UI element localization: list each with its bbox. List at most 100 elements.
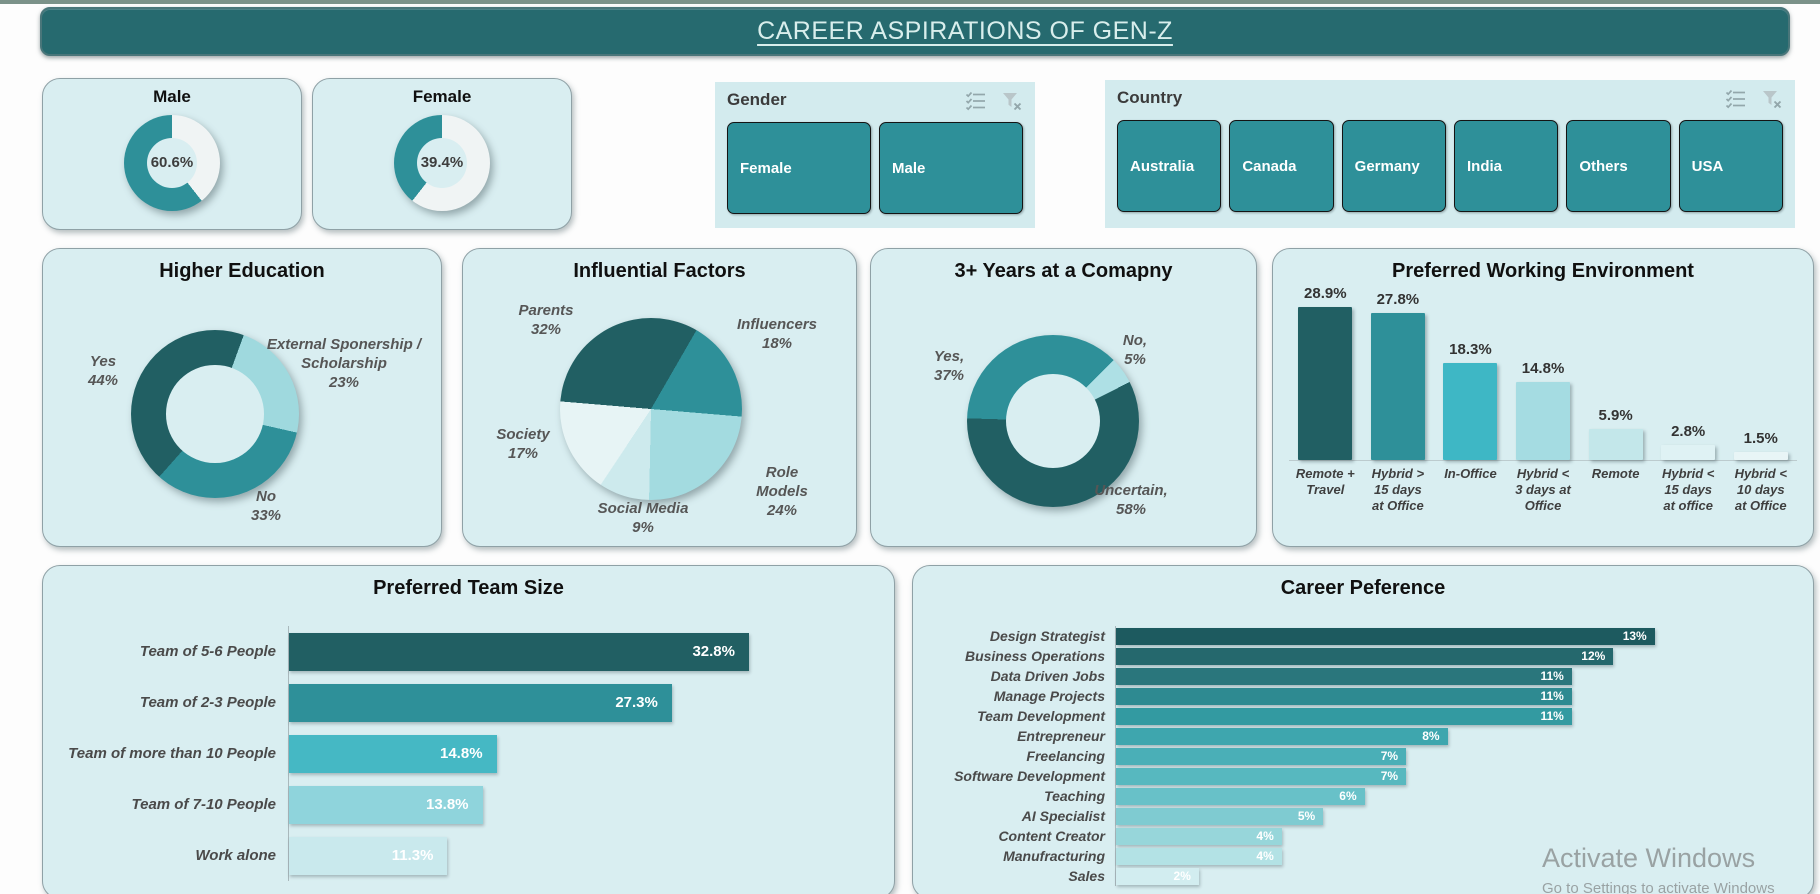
chart-title: Male bbox=[153, 87, 191, 106]
country-option-canada[interactable]: Canada bbox=[1229, 120, 1334, 212]
bar-Hybrid < 3 days at Office[interactable] bbox=[1516, 381, 1571, 460]
team-size-bar-chart: Team of 5-6 People 32.8% Team of 2-3 Peopl… bbox=[43, 566, 894, 894]
bar-Team Development[interactable]: 11% bbox=[1116, 707, 1572, 725]
bar-Data Driven Jobs[interactable]: 11% bbox=[1116, 667, 1572, 685]
influential-factors-card: Influential Factors Parents 32% Influencer… bbox=[462, 248, 857, 547]
career-preference-card: Career Peference Design Strategist 13% Bus… bbox=[912, 565, 1814, 894]
bar-Design Strategist[interactable]: 13% bbox=[1116, 627, 1655, 645]
bar-Sales[interactable]: 2% bbox=[1116, 867, 1199, 885]
preferred-working-environment-value-label-2: 18.3% bbox=[1449, 341, 1492, 359]
bar-Freelancing[interactable]: 7% bbox=[1116, 747, 1407, 765]
country-option-germany[interactable]: Germany bbox=[1341, 120, 1446, 212]
bar-Team of 2-3 People[interactable]: 27.3% bbox=[289, 683, 672, 722]
bar-Remote + Travel[interactable] bbox=[1298, 307, 1353, 460]
male-gauge-ring[interactable]: 60.6% bbox=[124, 115, 220, 211]
career-preference-value-label-5: 8% bbox=[1422, 729, 1440, 743]
preferred-team-size-plot: Team of 5-6 People 32.8% Team of 2-3 Peopl… bbox=[63, 626, 864, 881]
career-preference-row-0: Design Strategist 13% bbox=[933, 626, 1773, 646]
bar-Hybrid < 10 days at Office[interactable] bbox=[1733, 452, 1788, 460]
career-preference-track-9: 5% bbox=[1115, 806, 1773, 826]
working-environment-card: Preferred Working Environment 28.9% 27.8%… bbox=[1272, 248, 1814, 547]
bar-Hybrid > 15 days at Office[interactable] bbox=[1370, 312, 1425, 460]
male-gauge-card: Male 60.6% bbox=[42, 78, 302, 230]
female-gauge-ring[interactable]: 39.4% bbox=[394, 115, 490, 211]
country-option-australia[interactable]: Australia bbox=[1117, 120, 1222, 212]
gender-option-male[interactable]: Male bbox=[879, 122, 1023, 214]
preferred-working-environment-column-cell-3: 14.8% bbox=[1507, 307, 1580, 460]
career-preference-category-4: Team Development bbox=[977, 708, 1105, 724]
career-preference-category-0: Design Strategist bbox=[989, 628, 1105, 644]
preferred-team-size-value-label-1: 27.3% bbox=[615, 694, 658, 711]
bar-AI Specialist[interactable]: 5% bbox=[1116, 807, 1324, 825]
bar-Software Development[interactable]: 7% bbox=[1116, 767, 1407, 785]
career-preference-category-5: Entrepreneur bbox=[1017, 728, 1105, 744]
career-preference-value-label-9: 5% bbox=[1297, 809, 1316, 823]
career-preference-track-10: 4% bbox=[1115, 826, 1773, 846]
preferred-working-environment-category-1: Hybrid >15 days at Office bbox=[1371, 466, 1425, 513]
higher-education-label-0: Yes 44% bbox=[87, 353, 119, 389]
career-preference-category-6: Freelancing bbox=[1026, 748, 1105, 764]
bar-Entrepreneur[interactable]: 8% bbox=[1116, 727, 1448, 745]
preferred-team-size-value-label-0: 32.8% bbox=[692, 643, 735, 660]
three-years-at-company-label-0: Yes, 37% bbox=[933, 348, 965, 384]
higher-education-card: Higher Education Yes 44% External Sponersh… bbox=[42, 248, 442, 547]
preferred-team-size-value-label-4: 11.3% bbox=[391, 847, 434, 864]
preferred-team-size-category-4: Work alone bbox=[195, 847, 276, 864]
preferred-working-environment-column-cell-5: 2.8% bbox=[1652, 307, 1725, 460]
three-years-at-company-ring[interactable] bbox=[967, 335, 1139, 507]
bar-Business Operations[interactable]: 12% bbox=[1116, 647, 1614, 665]
multi-select-icon[interactable] bbox=[1725, 88, 1747, 110]
preferred-working-environment-category-6: Hybrid <10 days at Office bbox=[1734, 466, 1787, 513]
male-donut-chart: 60.6% bbox=[43, 79, 301, 229]
career-preference-value-label-1: 12% bbox=[1581, 649, 1606, 663]
career-preference-track-2: 11% bbox=[1115, 666, 1773, 686]
higher-education-hole bbox=[166, 365, 264, 463]
influential-factors-label-0: Parents 32% bbox=[518, 302, 574, 338]
three-years-donut-chart: Yes, 37% No, 5% Uncertain, 58% bbox=[871, 249, 1256, 546]
bar-Hybrid < 15 days at office[interactable] bbox=[1661, 445, 1716, 460]
career-preference-value-label-4: 11% bbox=[1540, 709, 1564, 723]
clear-filter-icon[interactable] bbox=[1761, 88, 1783, 110]
influential-factors-ring[interactable] bbox=[560, 318, 742, 500]
career-preference-track-6: 7% bbox=[1115, 746, 1773, 766]
career-preference-row-3: Manage Projects 11% bbox=[933, 686, 1773, 706]
bar-Team of 5-6 People[interactable]: 32.8% bbox=[289, 632, 749, 671]
three-years-at-company-hole bbox=[1005, 373, 1101, 469]
influential-factors-pie-chart: Parents 32% Influencers 18% Society 17% Social… bbox=[463, 249, 856, 546]
career-preference-value-label-10: 4% bbox=[1256, 829, 1274, 843]
bar-Team of 7-10 People[interactable]: 13.8% bbox=[289, 785, 483, 824]
male-gauge-hole: 60.6% bbox=[146, 137, 198, 189]
career-preference-track-0: 13% bbox=[1115, 626, 1773, 646]
preferred-working-environment-plot: 28.9% 27.8% 18.3% 14.8% 5.9% 2.8% 1.5% bbox=[1289, 285, 1797, 460]
chart-title: Preferred Team Size bbox=[373, 577, 564, 599]
gender-option-female[interactable]: Female bbox=[727, 122, 871, 214]
preferred-working-environment-value-label-4: 5.9% bbox=[1598, 406, 1633, 424]
clear-filter-icon[interactable] bbox=[1001, 90, 1023, 112]
country-option-usa[interactable]: USA bbox=[1678, 120, 1783, 212]
bar-Manage Projects[interactable]: 11% bbox=[1116, 687, 1572, 705]
bar-Content Creator[interactable]: 4% bbox=[1116, 827, 1282, 845]
preferred-team-size-track-1: 27.3% bbox=[288, 677, 864, 728]
bar-Manufracturing[interactable]: 4% bbox=[1116, 847, 1282, 865]
bar-Work alone[interactable]: 11.3% bbox=[289, 836, 448, 875]
preferred-team-size-row-1: Team of 2-3 People 27.3% bbox=[63, 677, 864, 728]
preferred-working-environment-column-cell-4: 5.9% bbox=[1579, 307, 1652, 460]
preferred-team-size-category-3: Team of 7-10 People bbox=[131, 796, 277, 813]
country-option-others[interactable]: Others bbox=[1566, 120, 1671, 212]
higher-education-ring[interactable] bbox=[131, 330, 299, 498]
chart-title: Career Peference bbox=[1280, 577, 1446, 599]
career-preference-row-6: Freelancing 7% bbox=[933, 746, 1773, 766]
bar-Team of more than 10 People[interactable]: 14.8% bbox=[289, 734, 497, 773]
preferred-team-size-row-2: Team of more than 10 People 14.8% bbox=[63, 728, 864, 779]
preferred-team-size-track-4: 11.3% bbox=[288, 830, 864, 881]
gender-slicer-header: Gender bbox=[727, 90, 787, 109]
bar-In-Office[interactable] bbox=[1443, 363, 1498, 460]
bar-Teaching[interactable]: 6% bbox=[1116, 787, 1365, 805]
multi-select-icon[interactable] bbox=[965, 90, 987, 112]
career-preference-track-12: 2% bbox=[1115, 866, 1773, 886]
preferred-team-size-track-2: 14.8% bbox=[288, 728, 864, 779]
team-size-card: Preferred Team Size Team of 5-6 People 32… bbox=[42, 565, 895, 894]
bar-Remote[interactable] bbox=[1588, 428, 1643, 460]
three-years-at-company-label-2: Uncertain, 58% bbox=[1094, 482, 1168, 518]
country-option-india[interactable]: India bbox=[1453, 120, 1559, 212]
